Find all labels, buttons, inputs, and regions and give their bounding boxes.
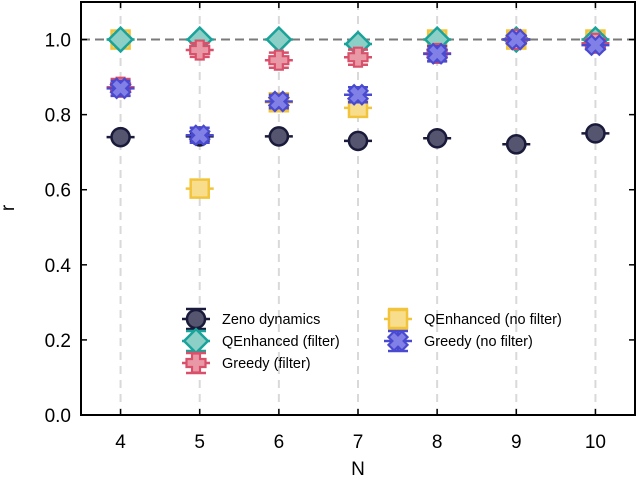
legend-marker	[182, 351, 210, 375]
marker-circle	[426, 128, 448, 149]
data-point	[581, 123, 610, 144]
data-point	[185, 178, 214, 199]
legend-entry: Zeno dynamics	[182, 307, 320, 331]
marker-circle	[585, 123, 606, 144]
marker-x	[505, 28, 528, 51]
data-point	[106, 77, 135, 100]
legend-label: Zeno dynamics	[222, 312, 320, 328]
legend-label: QEnhanced (filter)	[222, 334, 340, 350]
marker-circle	[185, 308, 207, 330]
marker-diamond	[182, 327, 210, 355]
marker-x	[386, 329, 410, 353]
data-point	[344, 83, 372, 106]
marker-plus	[185, 352, 207, 374]
y-tick-label: 0.8	[45, 106, 71, 127]
marker-circle	[347, 130, 369, 152]
marker-plus	[189, 39, 211, 61]
x-tick-label: 8	[432, 432, 443, 453]
legend-entry: Greedy (filter)	[182, 351, 311, 375]
data-point	[423, 42, 452, 65]
series-greedy-no-filter	[106, 28, 610, 147]
data-point	[581, 34, 610, 57]
data-point	[185, 39, 214, 61]
data-point	[264, 25, 293, 54]
legend-entry: Greedy (no filter)	[384, 329, 533, 353]
data-point	[106, 126, 135, 148]
y-tick-label: 0.6	[45, 181, 71, 202]
data-point	[502, 134, 531, 155]
x-tick-label: 4	[115, 432, 126, 453]
marker-square	[387, 308, 409, 330]
marker-circle	[506, 134, 527, 155]
marker-diamond	[106, 25, 135, 54]
y-tick-label: 1.0	[45, 31, 71, 52]
legend-entry: QEnhanced (no filter)	[384, 307, 562, 331]
x-tick-label: 7	[353, 432, 364, 453]
axis-ticks: 4 5 6 7 8 9 10 0.0 0.2 0.4 0.6 0.8 1.0	[45, 2, 635, 453]
x-tick-label: 5	[194, 432, 205, 453]
legend-label: Greedy (no filter)	[424, 334, 533, 350]
legend-entry: QEnhanced (filter)	[182, 327, 340, 355]
marker-square	[189, 178, 210, 199]
x-tick-label: 10	[585, 432, 606, 453]
y-tick-label: 0.2	[45, 331, 71, 352]
marker-circle	[110, 126, 131, 148]
y-tick-label: 0.4	[45, 256, 72, 277]
marker-x	[188, 124, 211, 147]
legend-marker	[384, 307, 412, 331]
marker-x	[584, 34, 607, 57]
marker-x	[109, 77, 132, 100]
x-axis-label: N	[351, 459, 365, 480]
data-point	[106, 25, 135, 54]
data-point	[502, 28, 531, 51]
data-point	[344, 130, 372, 152]
y-axis-label: r	[0, 204, 19, 211]
marker-diamond	[265, 25, 293, 54]
data-point	[264, 49, 293, 71]
x-tick-label: 9	[511, 432, 522, 453]
marker-x	[267, 90, 290, 113]
legend-marker	[182, 307, 210, 331]
legend: Zeno dynamics QEnhanced (filter) Greedy (f…	[182, 307, 562, 375]
data-marks	[106, 25, 610, 199]
marker-circle	[268, 126, 290, 147]
data-point	[264, 126, 293, 147]
marker-x	[426, 42, 449, 65]
marker-plus	[347, 46, 369, 68]
legend-marker	[384, 329, 412, 353]
y-tick-label: 0.0	[45, 406, 71, 427]
data-point	[185, 124, 214, 147]
data-point	[264, 90, 293, 113]
x-tick-label: 6	[274, 432, 285, 453]
data-point	[423, 128, 452, 149]
legend-label: Greedy (filter)	[222, 356, 311, 372]
marker-x	[346, 83, 370, 106]
legend-marker	[182, 327, 210, 355]
marker-plus	[268, 49, 290, 71]
data-point	[344, 46, 372, 68]
legend-label: QEnhanced (no filter)	[424, 312, 562, 328]
